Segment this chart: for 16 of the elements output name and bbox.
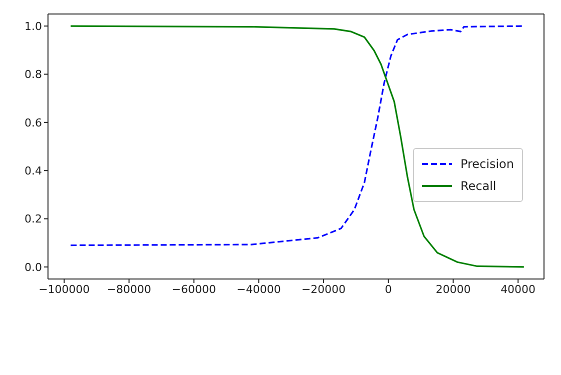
legend-label: Precision: [460, 156, 514, 173]
y-tick-label: 1.0: [24, 20, 42, 33]
x-tick-label: 0: [384, 282, 392, 296]
y-tick-label: 0.8: [24, 68, 42, 82]
x-tick-label: −20000: [301, 282, 346, 296]
y-tick-label: 0.4: [24, 164, 42, 178]
x-tick-label: −60000: [172, 282, 216, 296]
y-tick-label: 0.2: [24, 212, 42, 226]
x-tick-label: −100000: [38, 282, 90, 296]
y-tick-label: 0.6: [24, 116, 42, 130]
y-tick-label: 0.0: [24, 260, 42, 274]
legend-label: Recall: [460, 178, 496, 195]
x-tick-label: 40000: [500, 282, 536, 296]
x-tick-label: −40000: [236, 282, 281, 296]
x-tick-label: 20000: [436, 282, 471, 296]
x-tick-label: −80000: [106, 282, 152, 296]
